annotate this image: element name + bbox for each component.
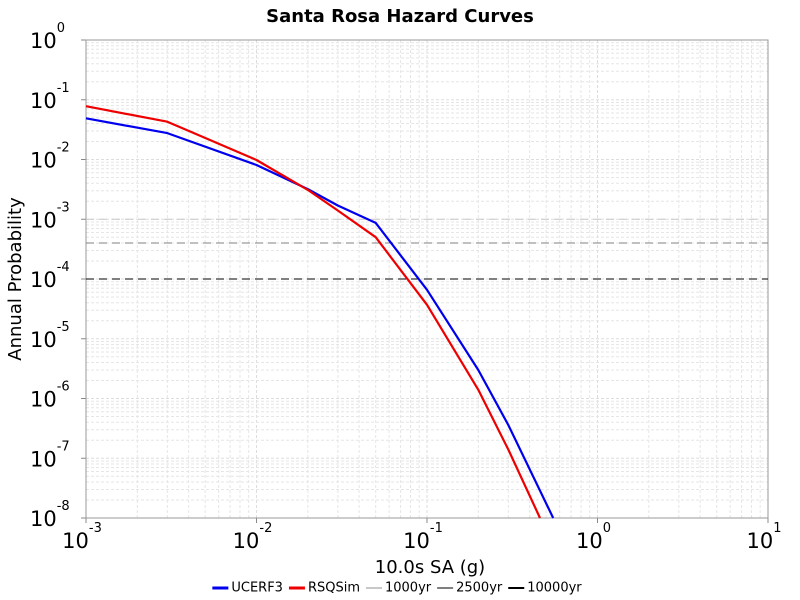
y-tick-label: 10-1 — [30, 80, 70, 113]
x-tick-base: 10 — [576, 529, 603, 553]
x-tick-label: 101 — [746, 521, 781, 554]
y-tick-base: 10 — [30, 149, 57, 173]
x-tick-exponent: -2 — [259, 521, 272, 536]
legend-label: UCERF3 — [231, 581, 283, 596]
y-tick-base: 10 — [30, 328, 57, 352]
x-tick-label: 10-2 — [233, 521, 273, 554]
series-line — [85, 105, 541, 519]
y-tick-exponent: 0 — [57, 21, 65, 36]
series-line — [85, 117, 555, 519]
x-tick-label: 100 — [576, 521, 611, 554]
y-tick-base: 10 — [30, 268, 57, 292]
x-tick-base: 10 — [233, 529, 260, 553]
legend-label: 10000yr — [527, 581, 582, 596]
legend: UCERF3 RSQSim 1000yr 2500yr 10000yr — [212, 581, 582, 596]
y-tick-base: 10 — [30, 507, 57, 531]
y-tick-label: 100 — [30, 21, 65, 54]
y-tick-exponent: -1 — [57, 80, 70, 95]
y-tick-exponent: -8 — [57, 499, 70, 514]
y-tick-label: 10-3 — [30, 200, 70, 233]
x-tick-label: 10-1 — [403, 521, 443, 554]
y-tick-exponent: -3 — [57, 200, 70, 215]
y-tick-label: 10-8 — [30, 499, 70, 532]
y-tick-base: 10 — [30, 89, 57, 113]
y-tick-exponent: -2 — [57, 140, 70, 155]
y-tick-base: 10 — [30, 388, 57, 412]
y-tick-label: 10-7 — [30, 439, 70, 472]
y-tick-base: 10 — [30, 208, 57, 232]
x-tick-exponent: 1 — [773, 521, 781, 536]
y-tick-base: 10 — [30, 29, 57, 53]
y-tick-exponent: -7 — [57, 439, 70, 454]
legend-label: 1000yr — [385, 581, 432, 596]
y-tick-exponent: -6 — [57, 379, 70, 394]
y-tick-label: 10-6 — [30, 379, 70, 412]
x-tick-base: 10 — [746, 529, 773, 553]
y-tick-exponent: -5 — [57, 319, 70, 334]
x-tick-base: 10 — [403, 529, 430, 553]
legend-label: RSQSim — [308, 581, 360, 596]
y-tick-label: 10-5 — [30, 319, 70, 352]
y-tick-label: 10-2 — [30, 140, 70, 173]
y-tick-base: 10 — [30, 447, 57, 471]
x-tick-label: 10-3 — [62, 521, 102, 554]
chart-title: Santa Rosa Hazard Curves — [266, 6, 534, 27]
x-axis-label: 10.0s SA (g) — [375, 557, 485, 578]
y-tick-label: 10-4 — [30, 260, 70, 293]
legend-label: 2500yr — [456, 581, 503, 596]
x-tick-base: 10 — [62, 529, 89, 553]
y-tick-exponent: -4 — [57, 260, 70, 275]
x-tick-exponent: 0 — [603, 521, 611, 536]
y-axis-label: Annual Probability — [5, 197, 26, 361]
x-tick-exponent: -3 — [89, 521, 102, 536]
x-tick-exponent: -1 — [430, 521, 443, 536]
